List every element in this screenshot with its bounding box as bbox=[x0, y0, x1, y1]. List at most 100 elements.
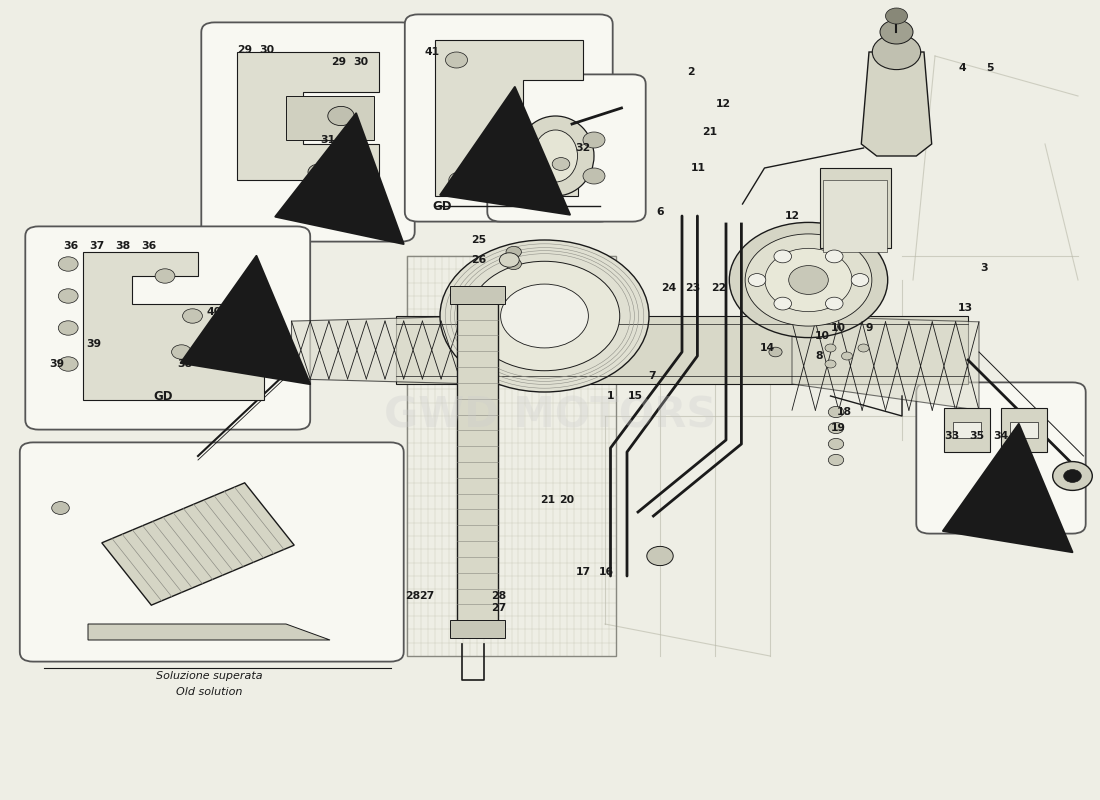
Circle shape bbox=[470, 262, 619, 370]
Circle shape bbox=[1053, 462, 1092, 490]
Circle shape bbox=[842, 352, 852, 360]
Text: GD: GD bbox=[153, 390, 173, 402]
Circle shape bbox=[828, 406, 844, 418]
Text: 12: 12 bbox=[784, 211, 800, 221]
Text: 39: 39 bbox=[86, 339, 101, 349]
Text: 3: 3 bbox=[981, 263, 988, 273]
Text: 10: 10 bbox=[815, 331, 830, 341]
Circle shape bbox=[789, 266, 828, 294]
Circle shape bbox=[825, 297, 843, 310]
Polygon shape bbox=[292, 316, 478, 384]
Text: 18: 18 bbox=[837, 407, 852, 417]
Circle shape bbox=[58, 321, 78, 335]
Text: 35: 35 bbox=[969, 431, 984, 441]
Text: 26: 26 bbox=[471, 255, 486, 265]
Ellipse shape bbox=[534, 130, 578, 182]
Circle shape bbox=[729, 222, 888, 338]
Text: 11: 11 bbox=[691, 163, 706, 173]
Text: 30: 30 bbox=[353, 57, 369, 66]
Text: 29: 29 bbox=[331, 57, 346, 66]
Text: 31: 31 bbox=[320, 135, 336, 145]
Text: 38: 38 bbox=[116, 242, 131, 251]
Text: 13: 13 bbox=[958, 303, 974, 313]
Bar bbox=[953, 422, 981, 438]
Circle shape bbox=[858, 344, 869, 352]
Circle shape bbox=[440, 240, 649, 392]
Circle shape bbox=[506, 258, 521, 270]
Text: 8: 8 bbox=[816, 351, 823, 361]
Circle shape bbox=[769, 347, 782, 357]
Text: 24: 24 bbox=[661, 283, 676, 293]
Circle shape bbox=[328, 106, 354, 126]
Text: 36: 36 bbox=[63, 242, 78, 251]
Text: 9: 9 bbox=[866, 323, 872, 333]
Circle shape bbox=[58, 257, 78, 271]
Text: 14: 14 bbox=[760, 343, 775, 353]
Bar bbox=[820, 168, 891, 248]
Text: 21: 21 bbox=[702, 127, 717, 137]
Text: 2: 2 bbox=[688, 67, 694, 77]
Circle shape bbox=[506, 246, 521, 258]
Polygon shape bbox=[792, 316, 979, 410]
Text: 4: 4 bbox=[959, 63, 966, 73]
Circle shape bbox=[446, 52, 468, 68]
Circle shape bbox=[52, 502, 69, 514]
Text: 19: 19 bbox=[830, 423, 846, 433]
Text: Soluzione superata: Soluzione superata bbox=[156, 671, 262, 681]
Circle shape bbox=[1064, 470, 1081, 482]
Text: 30: 30 bbox=[260, 46, 275, 55]
Circle shape bbox=[825, 360, 836, 368]
Circle shape bbox=[825, 250, 843, 263]
Text: 38: 38 bbox=[177, 359, 192, 369]
Text: 20: 20 bbox=[559, 495, 574, 505]
Circle shape bbox=[155, 269, 175, 283]
Polygon shape bbox=[861, 52, 932, 156]
Circle shape bbox=[583, 168, 605, 184]
FancyBboxPatch shape bbox=[201, 22, 415, 242]
Circle shape bbox=[872, 34, 921, 70]
Polygon shape bbox=[236, 52, 380, 180]
Circle shape bbox=[828, 454, 844, 466]
FancyBboxPatch shape bbox=[405, 14, 613, 222]
Text: 1: 1 bbox=[607, 391, 614, 401]
Text: 7: 7 bbox=[649, 371, 656, 381]
Circle shape bbox=[58, 289, 78, 303]
Text: 36: 36 bbox=[141, 242, 156, 251]
Bar bbox=[407, 256, 616, 656]
Circle shape bbox=[774, 250, 792, 263]
Text: GWD MOTORS: GWD MOTORS bbox=[384, 395, 716, 437]
Circle shape bbox=[828, 422, 844, 434]
Bar bbox=[823, 180, 887, 252]
Circle shape bbox=[308, 164, 330, 180]
Circle shape bbox=[880, 20, 913, 44]
Bar bbox=[450, 286, 505, 304]
Text: 40: 40 bbox=[207, 307, 222, 317]
Circle shape bbox=[449, 172, 471, 188]
Text: 27: 27 bbox=[491, 603, 506, 613]
FancyBboxPatch shape bbox=[25, 226, 310, 430]
FancyBboxPatch shape bbox=[487, 74, 646, 222]
Text: 16: 16 bbox=[598, 567, 614, 577]
Text: 29: 29 bbox=[236, 46, 252, 55]
Polygon shape bbox=[102, 483, 294, 605]
Circle shape bbox=[58, 357, 78, 371]
Circle shape bbox=[172, 345, 191, 359]
Bar bbox=[450, 620, 505, 638]
Circle shape bbox=[825, 344, 836, 352]
Text: 37: 37 bbox=[89, 242, 104, 251]
Text: GD: GD bbox=[432, 200, 452, 213]
Circle shape bbox=[748, 274, 766, 286]
Circle shape bbox=[745, 234, 872, 326]
Text: 27: 27 bbox=[419, 591, 435, 601]
Bar bbox=[456, 288, 498, 636]
Text: 23: 23 bbox=[685, 283, 701, 293]
Text: 17: 17 bbox=[575, 567, 591, 577]
Polygon shape bbox=[434, 40, 583, 196]
FancyBboxPatch shape bbox=[20, 442, 404, 662]
Text: 12: 12 bbox=[716, 99, 732, 109]
Circle shape bbox=[552, 158, 570, 170]
Text: 22: 22 bbox=[711, 283, 726, 293]
Text: 33: 33 bbox=[944, 431, 959, 441]
Text: 25: 25 bbox=[471, 235, 486, 245]
Circle shape bbox=[828, 438, 844, 450]
